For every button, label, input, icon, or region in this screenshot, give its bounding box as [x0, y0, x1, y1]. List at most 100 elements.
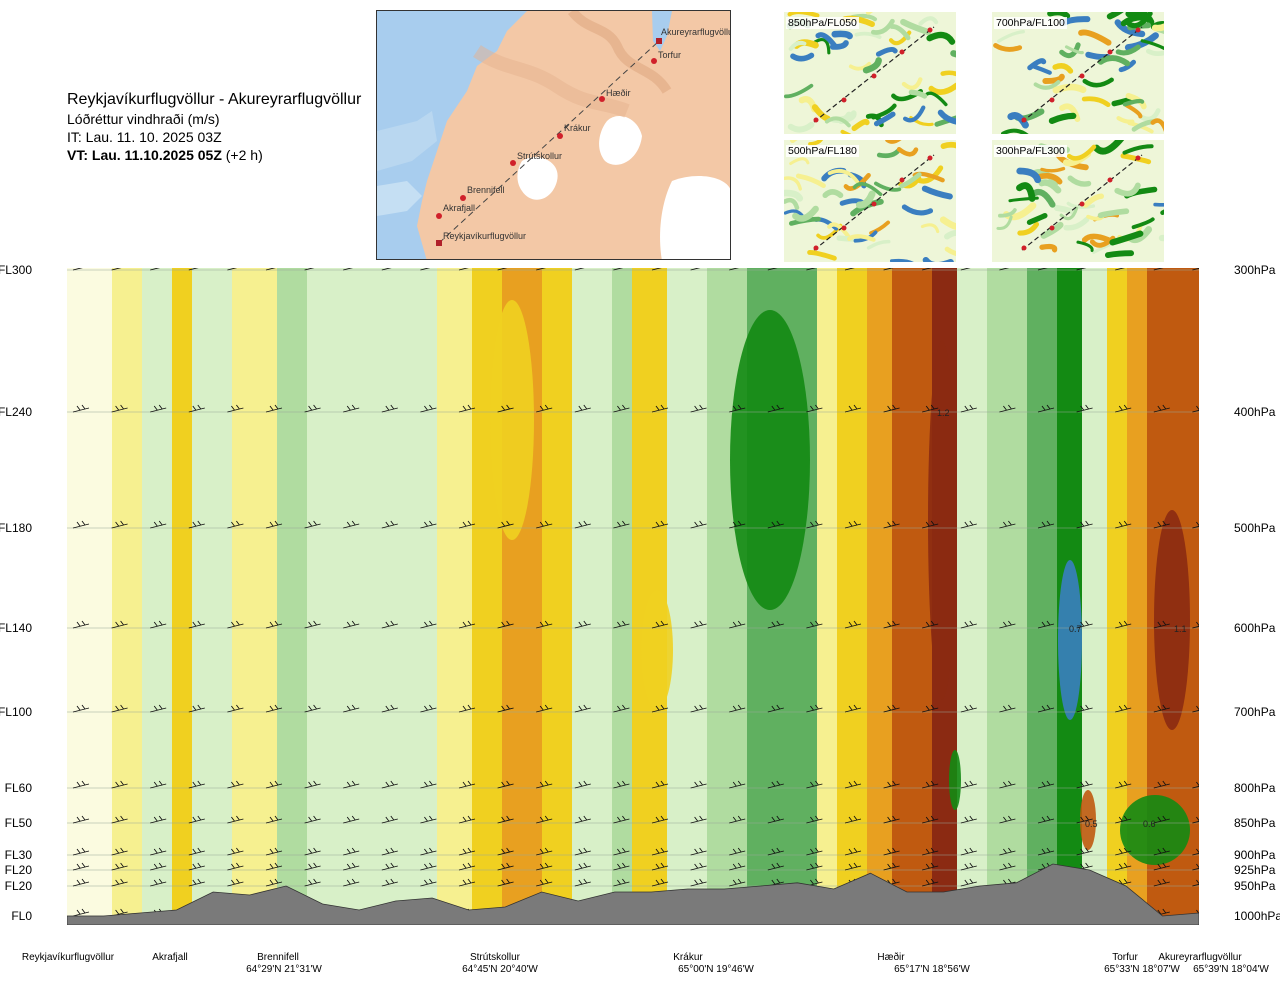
wind-barb-l7-22 [883, 815, 900, 824]
wind-barb-l6-26 [1037, 780, 1055, 789]
wind-barb-l5-18 [729, 704, 746, 713]
wind-barb-l5-15 [613, 704, 630, 713]
wind-barb-l4-7 [304, 620, 321, 629]
wind-barb-l10-8 [343, 878, 360, 887]
pressure-label-4: 600hPa [1234, 621, 1276, 635]
wind-barb-l3-5 [227, 520, 244, 529]
wind-barb-l3-28 [1115, 520, 1132, 529]
wind-barb-l8-28 [1115, 847, 1132, 856]
wind-barb-l2-22 [883, 404, 900, 413]
point-coord-3: 64°29'N 21°31'W [246, 964, 322, 975]
pressure-label-5: 700hPa [1234, 705, 1276, 719]
wind-barb-l10-29 [1153, 878, 1170, 887]
map-point-torfur-marker[interactable] [651, 58, 657, 64]
thumb-streak [1033, 80, 1061, 90]
wind-barb-l7-10 [420, 815, 437, 824]
thumb-streak [824, 116, 851, 128]
wind-barb-l8-30 [1192, 848, 1199, 856]
thumbnail-850hpa[interactable]: 850hPa/FL050 [784, 12, 956, 134]
shading-column-31 [1127, 268, 1147, 925]
thumb-streak [944, 229, 956, 240]
thumb-streak [1138, 108, 1161, 122]
thumb-streak [1038, 179, 1062, 194]
flight-level-axis: FL300FL240FL180FL140FL100FL60FL50FL30FL2… [0, 263, 32, 923]
wind-barb-l9-14 [574, 862, 591, 871]
wind-barb-l3-29 [1153, 520, 1170, 529]
wind-barb-l10-11 [458, 878, 476, 887]
wind-barb-l2-3 [150, 404, 167, 413]
point-name-5: Krákur [673, 952, 703, 963]
wind-barb-l7-1 [72, 815, 90, 824]
thumbnail-500hpa[interactable]: 500hPa/FL180 [784, 140, 956, 262]
wind-barb-l5-11 [458, 704, 476, 713]
wind-barb-l5-1 [72, 704, 90, 713]
wind-barb-l8-22 [883, 847, 900, 856]
thumbnail-300hpa[interactable]: 300hPa/FL300 [992, 140, 1164, 262]
wind-barb-l5-17 [690, 704, 707, 713]
map-point-krakur-marker[interactable] [557, 133, 563, 139]
annotation-3: 1.1 [1174, 624, 1187, 634]
shading-column-15 [612, 268, 632, 925]
wind-barb-l5-23 [922, 704, 939, 713]
map-point-haedir-marker[interactable] [599, 96, 605, 102]
wind-barb-l1-20 [806, 268, 817, 271]
wind-barb-l6-19 [767, 780, 784, 789]
variable-label: Lóðréttur vindhraði (m/s) [67, 111, 220, 127]
thumbnail-300hpa-image [992, 140, 1164, 262]
wind-barb-l6-5 [227, 780, 244, 789]
shading-column-5 [192, 268, 232, 925]
map-label-akureyri: Akureyrarflugvöllur [661, 27, 731, 37]
map-point-brennifell-marker[interactable] [460, 195, 466, 201]
thumb-streak [851, 118, 870, 132]
thumb-streak [792, 205, 819, 222]
wind-barb-l9-5 [227, 862, 244, 871]
wind-barb-l8-8 [343, 847, 360, 856]
wind-barb-l2-9 [381, 404, 398, 413]
wind-barb-l10-13 [536, 878, 553, 887]
thumb-streak [1048, 112, 1077, 124]
wind-barb-l7-6 [265, 815, 283, 824]
thumb-streak [993, 43, 1023, 52]
thumb-route-point [1107, 49, 1113, 55]
thumb-streak [855, 190, 876, 209]
wind-barb-l7-26 [1037, 815, 1055, 824]
thumbnail-700hpa-image [992, 12, 1164, 134]
thumb-streak [902, 105, 926, 123]
map-point-strutskollur-marker[interactable] [510, 160, 516, 166]
pressure-label-8: 900hPa [1234, 848, 1276, 862]
wind-barb-l3-21 [844, 520, 862, 529]
wind-barb-l2-26 [1037, 404, 1055, 413]
point-name-2: Akrafjall [152, 952, 188, 963]
thumbnail-700hpa[interactable]: 700hPa/FL100 [992, 12, 1164, 134]
thumb-streak [889, 24, 911, 41]
wind-barb-l10-10 [420, 878, 437, 887]
wind-barb-l6-24 [960, 780, 977, 789]
wind-barb-l1-18 [729, 268, 740, 271]
point-name-1: Reykjavíkurflugvöllur [22, 952, 115, 963]
route-map[interactable]: Akureyrarflugvöllur Torfur Hæðir Krákur … [376, 10, 731, 260]
thumb-streak [788, 40, 807, 51]
shading-column-25 [957, 268, 987, 925]
wind-barb-l4-6 [265, 620, 283, 629]
wind-barb-l9-7 [304, 862, 321, 871]
pressure-axis: 300hPa 400hPa 500hPa 600hPa 700hPa 800hPa 850h… [1234, 263, 1280, 923]
wind-barb-l6-2 [111, 780, 128, 789]
shading-column-17 [667, 268, 707, 925]
wind-barb-l4-4 [188, 620, 205, 629]
thumb-streak [1053, 204, 1077, 215]
wind-barb-l1-9 [381, 268, 392, 271]
thumb-streak [789, 157, 810, 166]
thumb-streak [1059, 103, 1081, 122]
wind-barb-l5-25 [999, 704, 1016, 713]
wind-barb-l10-16 [651, 878, 669, 887]
thumb-streak [1093, 140, 1125, 155]
map-point-akrafjall-marker[interactable] [436, 213, 442, 219]
point-coord-5: 65°00'N 19°46'W [678, 964, 754, 975]
point-name-7: Torfur [1112, 952, 1138, 963]
map-point-reykjavik-marker[interactable] [436, 240, 442, 246]
thumb-streak [928, 82, 956, 95]
map-point-akureyri-marker[interactable] [656, 38, 662, 44]
shading-column-4 [172, 268, 192, 925]
pressure-label-1: 300hPa [1234, 263, 1276, 277]
pressure-label-7: 850hPa [1234, 816, 1276, 830]
